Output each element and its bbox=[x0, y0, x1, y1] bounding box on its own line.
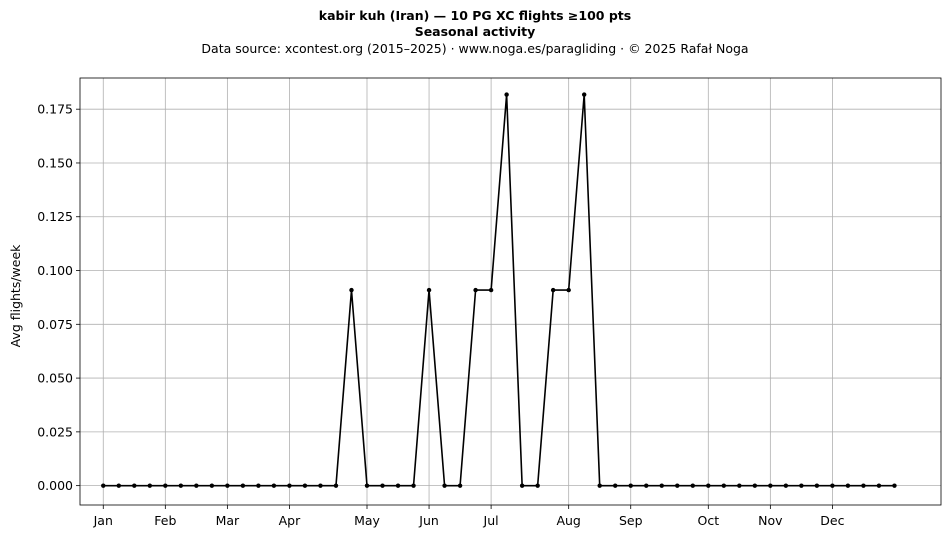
data-point bbox=[613, 483, 618, 488]
data-point bbox=[706, 483, 711, 488]
axes: Jan Feb Mar Apr May Jun Jul Aug Sep Oct Nov Dec 0.00… bbox=[37, 77, 942, 528]
x-tick-label: Sep bbox=[619, 513, 643, 528]
x-tick-label: Aug bbox=[556, 513, 580, 528]
y-tick-label: 0.125 bbox=[37, 209, 73, 224]
data-point bbox=[768, 483, 773, 488]
y-tick-label: 0.100 bbox=[37, 263, 73, 278]
data-point bbox=[240, 483, 246, 488]
data-point bbox=[333, 483, 339, 488]
chart-caption: Data source: xcontest.org (2015–2025) · … bbox=[201, 41, 749, 56]
data-point bbox=[799, 483, 804, 488]
data-point bbox=[861, 483, 866, 488]
data-point bbox=[876, 483, 882, 488]
chart-titles: kabir kuh (Iran) — 10 PG XC flights ≥100… bbox=[0, 8, 950, 58]
data-point bbox=[209, 483, 215, 488]
x-tick-label: Jul bbox=[483, 513, 499, 528]
data-point bbox=[194, 483, 199, 488]
y-tick-label: 0.175 bbox=[37, 102, 73, 117]
data-point bbox=[814, 483, 820, 488]
data-point bbox=[892, 483, 897, 488]
x-tick-label: Oct bbox=[697, 513, 719, 528]
y-tick-label: 0.050 bbox=[37, 371, 73, 386]
data-point bbox=[628, 483, 633, 488]
data-point bbox=[442, 483, 447, 488]
data-point bbox=[116, 483, 121, 488]
data-point bbox=[178, 483, 184, 488]
x-tick-label: Apr bbox=[279, 513, 301, 528]
data-point bbox=[364, 483, 370, 488]
data-point bbox=[256, 483, 261, 488]
chart-title: kabir kuh (Iran) — 10 PG XC flights ≥100… bbox=[318, 8, 632, 23]
data-point bbox=[737, 483, 742, 488]
y-tick-label: 0.000 bbox=[37, 478, 73, 493]
data-point bbox=[675, 483, 680, 488]
data-point bbox=[426, 287, 432, 293]
grid bbox=[80, 78, 941, 505]
data-point bbox=[271, 483, 277, 488]
data-point bbox=[535, 483, 540, 488]
data-point bbox=[473, 287, 478, 293]
data-point bbox=[287, 483, 292, 488]
x-tick-label: Jun bbox=[418, 513, 439, 528]
x-tick-label: Feb bbox=[154, 513, 176, 528]
data-point bbox=[830, 483, 835, 488]
data-point bbox=[721, 483, 727, 488]
y-axis-label: Avg flights/week bbox=[8, 244, 23, 348]
data-point bbox=[644, 483, 649, 488]
data-point bbox=[488, 287, 494, 293]
data-point bbox=[163, 483, 168, 488]
data-point bbox=[597, 483, 602, 488]
data-point bbox=[132, 483, 137, 488]
y-tick-label: 0.075 bbox=[37, 317, 73, 332]
data-point bbox=[302, 483, 308, 488]
x-tick-label: Mar bbox=[216, 513, 240, 528]
data-point bbox=[147, 483, 153, 488]
data-point bbox=[659, 483, 664, 488]
data-point bbox=[349, 287, 354, 293]
data-point bbox=[783, 483, 789, 488]
data-point bbox=[395, 483, 401, 488]
data-point bbox=[550, 287, 556, 293]
data-point bbox=[101, 483, 106, 488]
data-point bbox=[581, 92, 587, 97]
data-point bbox=[504, 92, 509, 97]
x-tick-label: Nov bbox=[758, 513, 783, 528]
data-point bbox=[225, 483, 230, 488]
y-tick-label: 0.150 bbox=[37, 155, 73, 170]
x-tick-label: Jan bbox=[93, 513, 113, 528]
data-point bbox=[566, 287, 571, 293]
data-point bbox=[318, 483, 323, 488]
chart-subtitle: Seasonal activity bbox=[414, 24, 536, 39]
data-point bbox=[845, 483, 851, 488]
x-tick-label: May bbox=[354, 513, 380, 528]
data-point bbox=[457, 483, 463, 488]
y-tick-label: 0.025 bbox=[37, 424, 73, 439]
data-point bbox=[380, 483, 385, 488]
data-point bbox=[411, 483, 416, 488]
series bbox=[101, 92, 897, 488]
data-point bbox=[519, 483, 525, 488]
x-tick-label: Dec bbox=[820, 513, 844, 528]
data-point bbox=[690, 483, 695, 488]
data-point bbox=[752, 483, 758, 488]
series-line bbox=[103, 94, 895, 487]
plot-frame bbox=[79, 77, 942, 506]
